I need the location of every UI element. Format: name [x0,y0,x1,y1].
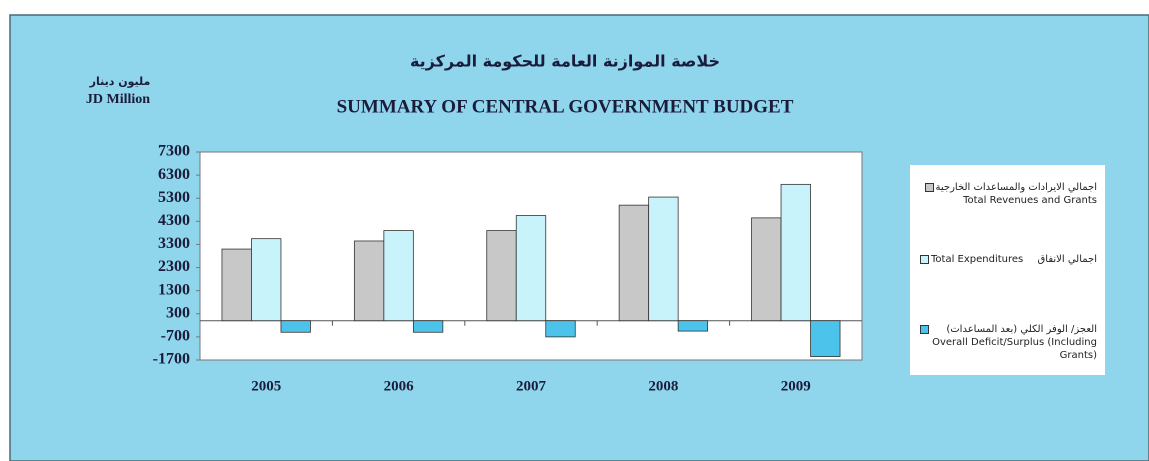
bar [486,230,517,322]
bar [751,217,782,322]
legend-label: Total Expenditures [931,254,1024,265]
y-tick-label: 7300 [158,143,190,160]
legend-row: اجمالي الايرادات والمساعدات الخارجية [918,181,1097,194]
x-tick-label: 2009 [781,378,811,394]
legend-swatch [924,182,934,192]
y-tick-label: 3300 [158,235,190,252]
bar [648,196,679,322]
y-tick-label: -1700 [153,351,190,368]
bar [545,320,576,338]
y-tick-label: 2300 [158,258,190,275]
y-tick-label: 5300 [158,189,190,206]
x-tick-label: 2007 [516,378,547,394]
legend: اجمالي الايرادات والمساعدات الخارجية Tota… [910,165,1105,375]
arabic-title: خلاصة الموازنة العامة للحكومة المركزية [410,52,720,71]
legend-label-ar: اجمالي الانفاق [1037,254,1097,265]
y-tick-label: 6300 [158,166,190,183]
bar [280,320,311,333]
bar [412,320,444,333]
y-tick-label: -700 [161,328,190,345]
bar [618,204,650,322]
legend-swatch [920,325,929,334]
bar [810,320,841,357]
unit-ar: مليون دينار [89,75,151,88]
legend-label: Overall Deficit/Surplus (Including Grant… [932,337,1097,361]
legend-row: العجز/ الوفر الكلي (بعد المساعدات) [918,323,1097,336]
chart-title: SUMMARY OF CENTRAL GOVERNMENT BUDGET [337,96,794,117]
y-tick-label: 300 [166,304,190,321]
bar [677,320,709,332]
bar [251,238,282,322]
legend-label-ar: اجمالي الايرادات والمساعدات الخارجية [935,182,1097,193]
x-tick-label: 2006 [384,378,415,394]
legend-label: Total Revenues and Grants [963,195,1097,206]
bar [353,240,385,322]
legend-swatch [920,254,929,264]
bar [515,215,547,322]
legend-row: Total Expenditures اجمالي الانفاق [918,253,1097,266]
bar [221,248,252,322]
legend-entry: Total Expenditures اجمالي الانفاق [918,253,1097,266]
bar [383,230,414,322]
y-tick-label: 4300 [158,212,190,229]
legend-label-ar: العجز/ الوفر الكلي (بعد المساعدات) [946,324,1097,335]
legend-entry: العجز/ الوفر الكلي (بعد المساعدات) Overal… [918,323,1097,362]
x-tick-label: 2005 [251,378,281,394]
legend-entry: اجمالي الايرادات والمساعدات الخارجية Tota… [918,181,1097,207]
bar [780,183,811,322]
x-tick-label: 2008 [648,378,678,394]
unit: JD Million [86,92,150,107]
y-tick-label: 1300 [158,281,190,298]
legend-group: Total Expenditures [918,253,1023,266]
